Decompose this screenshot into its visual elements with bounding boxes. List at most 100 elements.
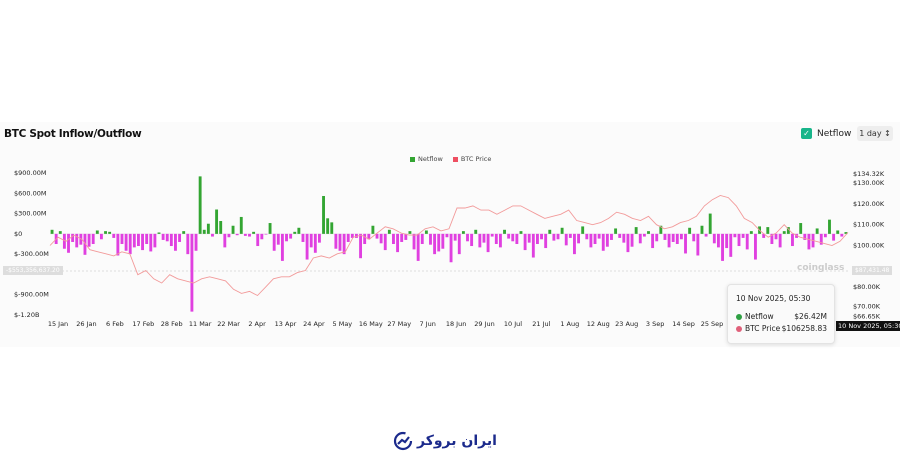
netflow-bar — [474, 229, 478, 234]
netflow-bar — [239, 216, 243, 234]
netflow-bar — [297, 227, 301, 234]
netflow-bar — [194, 233, 198, 251]
netflow-bar — [124, 233, 128, 251]
checkbox-checked-icon[interactable]: ✓ — [801, 128, 812, 139]
netflow-bar — [420, 233, 424, 244]
x-tick-label: 18 Jun — [446, 320, 467, 328]
netflow-bar — [412, 233, 416, 250]
netflow-bar — [667, 233, 671, 248]
netflow-bar — [400, 233, 404, 242]
legend-swatch — [452, 156, 458, 162]
tooltip: 10 Nov 2025, 05:30 Netflow $26.42M BTC Pr… — [727, 284, 835, 344]
netflow-bar — [770, 233, 774, 244]
x-tick-label: 28 Feb — [161, 320, 183, 328]
netflow-bar — [601, 233, 605, 251]
netflow-bar — [289, 233, 293, 239]
y-left-tick-label: $900.00M — [14, 169, 47, 177]
netflow-bar — [108, 231, 112, 234]
interval-select[interactable]: 1 day ↕ — [857, 126, 893, 141]
netflow-bar — [828, 219, 831, 234]
netflow-bar — [223, 233, 227, 248]
legend-netflow[interactable]: Netflow — [410, 155, 443, 163]
netflow-bar — [745, 233, 749, 250]
netflow-bar — [733, 233, 737, 238]
netflow-bar — [659, 225, 663, 234]
netflow-bar — [593, 233, 597, 244]
btc-price-line — [49, 195, 849, 297]
netflow-bar — [807, 233, 811, 250]
netflow-bar — [552, 233, 556, 241]
netflow-bar — [248, 233, 251, 237]
netflow-bar — [634, 227, 638, 234]
x-tick-label: 16 May — [359, 320, 383, 328]
netflow-bar — [178, 233, 182, 242]
brand-logo-text: ایران بروکر — [417, 433, 497, 449]
netflow-bar — [791, 233, 794, 247]
netflow-bar — [716, 233, 720, 248]
netflow-bar — [614, 228, 618, 234]
netflow-bar — [700, 225, 704, 234]
netflow-bar — [174, 233, 177, 251]
netflow-bar — [264, 233, 268, 235]
netflow-bar — [276, 233, 280, 245]
netflow-bar — [136, 233, 140, 247]
netflow-bar — [112, 233, 116, 238]
x-tick-label: 1 Aug — [560, 320, 579, 328]
netflow-bar — [618, 233, 622, 238]
netflow-bar — [527, 233, 531, 243]
netflow-bar — [774, 233, 778, 240]
crosshair-right-value: $87,431.48 — [852, 266, 893, 275]
netflow-bar — [120, 233, 124, 244]
netflow-bar — [132, 233, 136, 248]
netflow-bar — [844, 232, 848, 234]
y-right-tick-label: $100.00K — [853, 242, 885, 250]
netflow-bar — [741, 233, 745, 238]
netflow-bar — [836, 230, 840, 234]
y-right-tick-label: $134.32K — [853, 170, 885, 178]
x-tick-label: 21 Jul — [532, 320, 550, 328]
netflow-bar — [67, 233, 70, 253]
netflow-bar — [71, 233, 75, 242]
netflow-bar — [457, 233, 461, 255]
netflow-bar — [416, 233, 420, 261]
x-tick-label: 23 Aug — [615, 320, 638, 328]
netflow-bar — [840, 233, 844, 237]
netflow-bar — [346, 233, 350, 242]
x-tick-label: 22 Mar — [217, 320, 240, 328]
netflow-bar — [157, 232, 161, 234]
x-tick-label: 7 Jun — [419, 320, 435, 328]
netflow-bar — [482, 233, 486, 243]
netflow-bar — [219, 221, 223, 234]
netflow-bar — [749, 231, 753, 234]
trend-logo-icon — [393, 431, 413, 451]
y-right-tick-label: $110.00K — [853, 221, 885, 229]
netflow-bar — [392, 233, 395, 244]
netflow-bar — [663, 233, 667, 240]
netflow-bar — [573, 233, 576, 255]
netflow-bar — [198, 176, 202, 234]
netflow-bar — [445, 233, 449, 238]
netflow-bar — [116, 233, 120, 256]
legend-btc-price[interactable]: BTC Price — [452, 155, 491, 163]
netflow-bar — [799, 223, 803, 234]
netflow-bar — [231, 225, 235, 234]
crosshair-x-label: 10 Nov 2025, 05:30 — [836, 321, 900, 331]
netflow-toggle[interactable]: ✓ Netflow — [801, 128, 851, 139]
netflow-bar — [564, 233, 568, 246]
netflow-bar — [268, 223, 272, 234]
netflow-bar — [832, 233, 836, 241]
price-dot-icon — [736, 326, 742, 332]
chart-title: BTC Spot Inflow/Outflow — [4, 128, 142, 140]
netflow-bar — [128, 233, 132, 255]
netflow-bar — [252, 231, 256, 234]
netflow-bar — [227, 233, 231, 238]
x-tick-label: 6 Feb — [106, 320, 124, 328]
x-tick-label: 13 Apr — [275, 320, 297, 328]
netflow-bar — [815, 228, 819, 234]
netflow-bar — [62, 233, 66, 249]
netflow-bar — [153, 233, 157, 248]
netflow-bar — [75, 233, 79, 248]
netflow-bar — [260, 233, 264, 240]
netflow-bar — [523, 233, 527, 251]
